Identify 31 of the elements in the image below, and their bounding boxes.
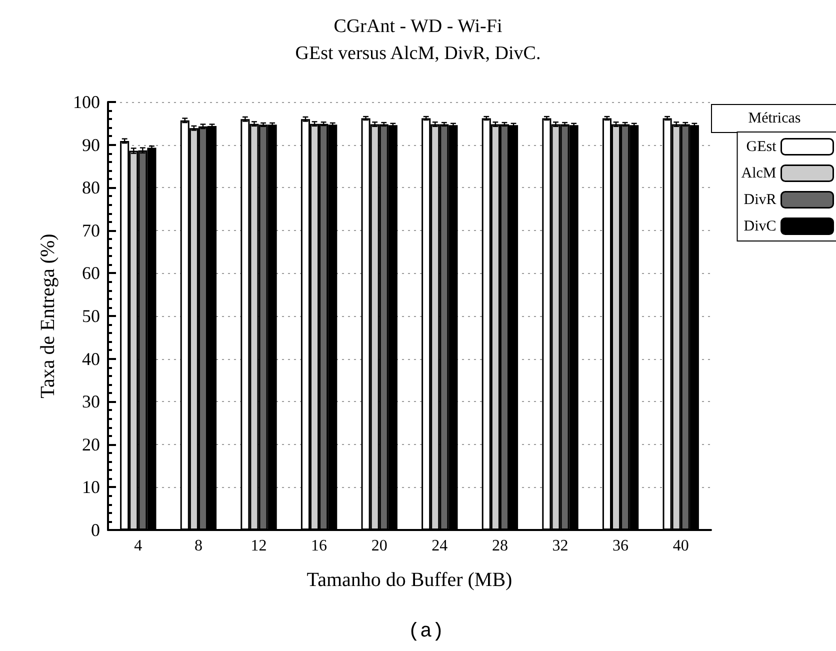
legend-label: DivR [744, 192, 776, 208]
y-tick-label: 40 [82, 348, 100, 369]
x-tick-label: 32 [552, 538, 568, 554]
x-axis-title: Tamanho do Buffer (MB) [306, 569, 512, 591]
legend-title: Métricas [748, 110, 801, 126]
text: (a) [408, 620, 444, 644]
legend-label: DivC [744, 218, 776, 234]
y-tick-label: 100 [73, 92, 100, 112]
x-tick-label: 28 [492, 538, 508, 554]
y-tick-label: 90 [82, 134, 100, 155]
y-tick-label: 80 [82, 178, 100, 198]
x-tick-label: 12 [250, 538, 267, 554]
x-tick-label: 4 [134, 538, 142, 554]
legend-label: AlcM [741, 165, 776, 182]
y-tick-label: 50 [82, 306, 100, 326]
y-tick-label: 0 [91, 520, 100, 540]
legend-label: GEst [746, 138, 778, 155]
chart-subtitle: GEst versus AlcM, DivR, DivC. [295, 43, 541, 64]
chart-title: CGrAnt - WD - Wi-Fi [334, 16, 502, 37]
x-tick-label: 20 [371, 538, 388, 554]
y-tick-label: 30 [82, 392, 100, 412]
x-tick-label: 24 [432, 538, 448, 554]
y-tick-label: 10 [82, 477, 100, 498]
x-tick-label: 36 [612, 538, 629, 554]
x-tick-label: 40 [672, 538, 689, 554]
y-tick-label: 20 [82, 434, 100, 454]
x-tick-label: 8 [194, 538, 202, 554]
x-tick-label: 16 [311, 538, 328, 554]
y-tick-label: 60 [82, 263, 100, 284]
y-tick-label: 70 [82, 220, 100, 240]
y-axis-title: Taxa de Entrega (%) [37, 234, 59, 398]
